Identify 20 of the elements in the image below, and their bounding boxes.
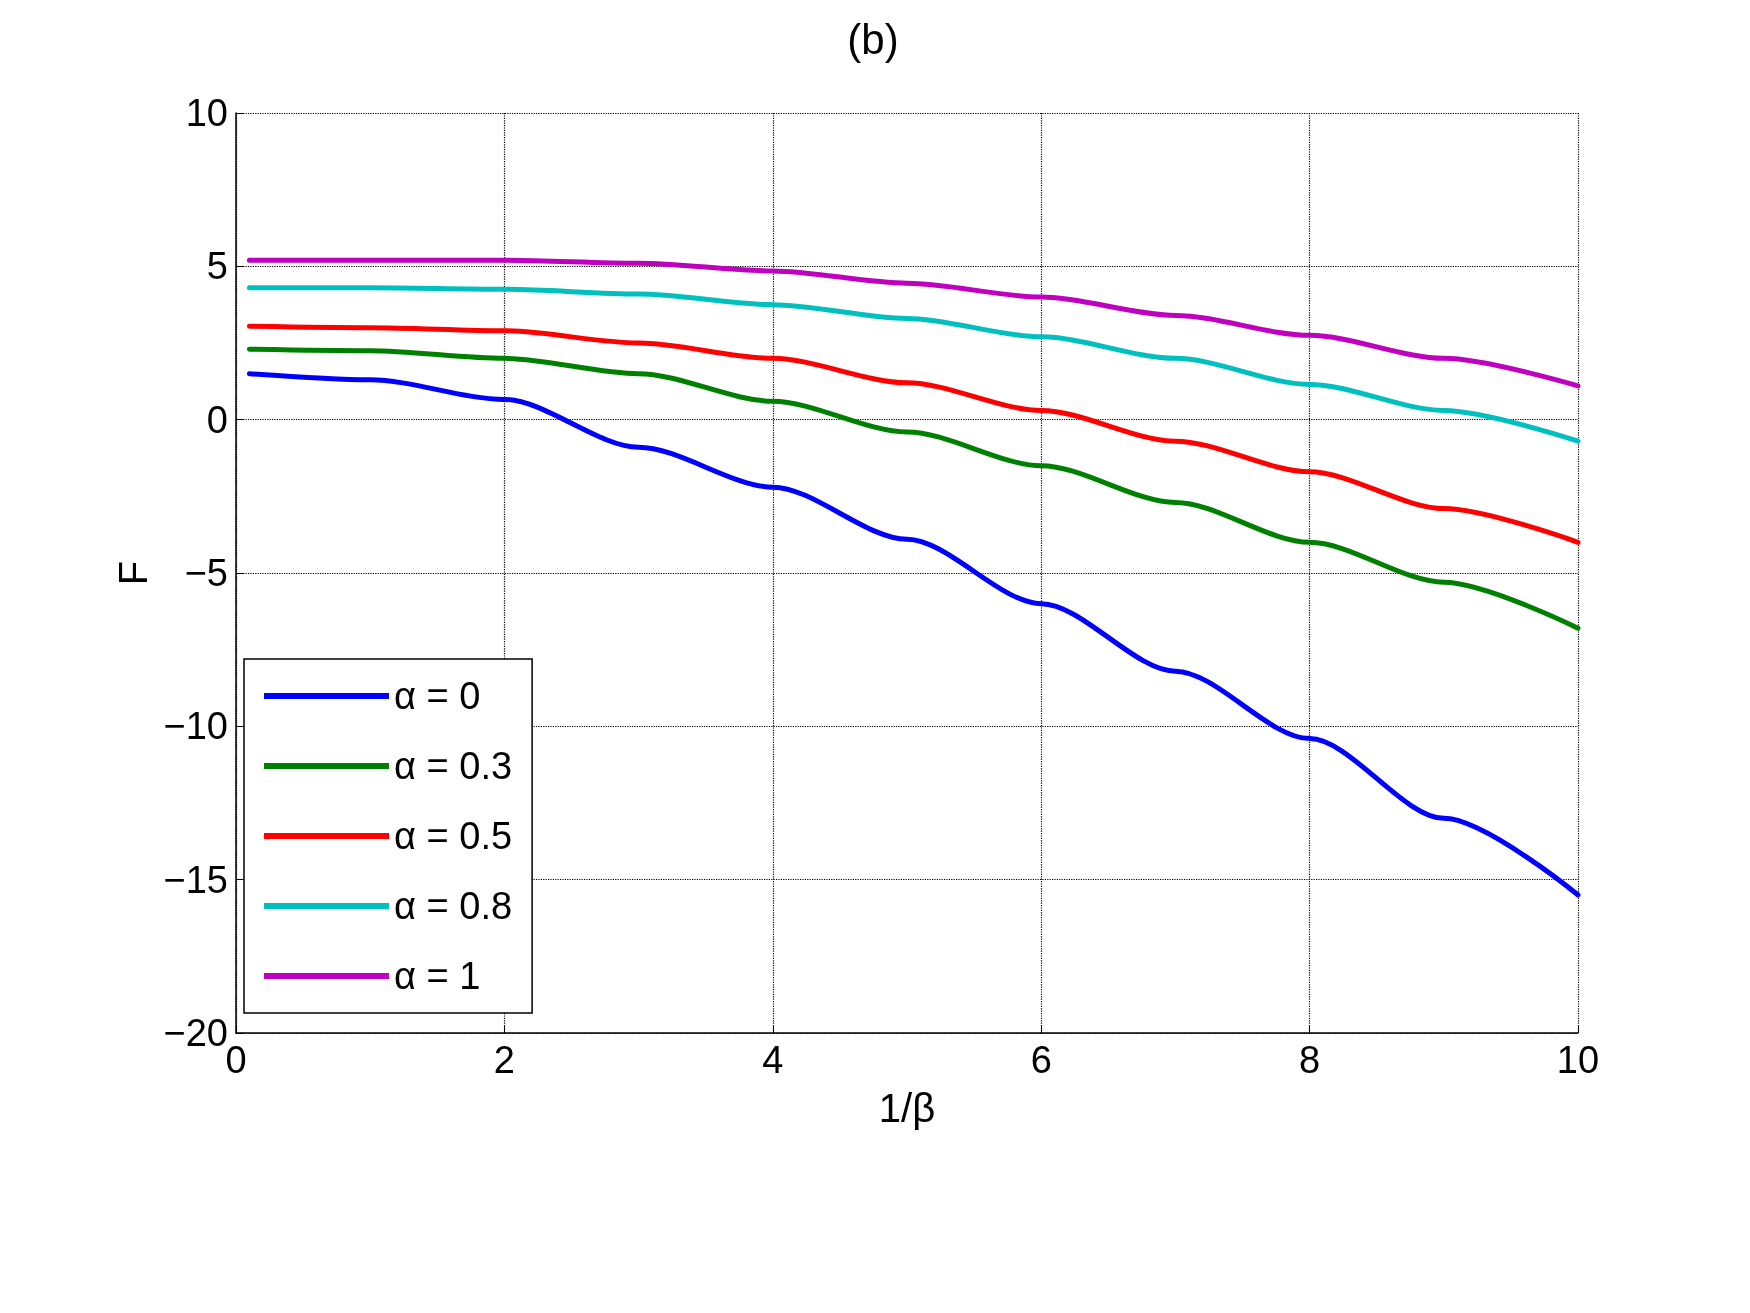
- y-tick-label: −15: [163, 858, 228, 901]
- chart-title: (b): [847, 15, 899, 63]
- y-tick-label: 0: [206, 398, 228, 441]
- x-tick-label: 8: [1299, 1039, 1321, 1081]
- legend-label: α = 0.5: [394, 815, 513, 857]
- x-tick-label: 2: [493, 1039, 515, 1081]
- legend-label: α = 0: [394, 675, 481, 717]
- legend-label: α = 1: [394, 955, 481, 997]
- legend-label: α = 0.3: [394, 745, 513, 787]
- x-tick-label: 4: [762, 1039, 784, 1081]
- x-tick-label: 6: [1030, 1039, 1052, 1081]
- y-tick-label: −5: [184, 552, 228, 594]
- x-axis-title: 1/β: [878, 1086, 936, 1130]
- y-tick-label: −20: [163, 1012, 228, 1054]
- y-axis-title: F: [110, 560, 155, 586]
- y-tick-label: 10: [185, 92, 228, 134]
- y-tick-label: 5: [206, 245, 228, 288]
- x-tick-label: 10: [1556, 1039, 1600, 1081]
- y-tick-label: −10: [163, 705, 228, 748]
- legend-label: α = 0.8: [394, 885, 513, 927]
